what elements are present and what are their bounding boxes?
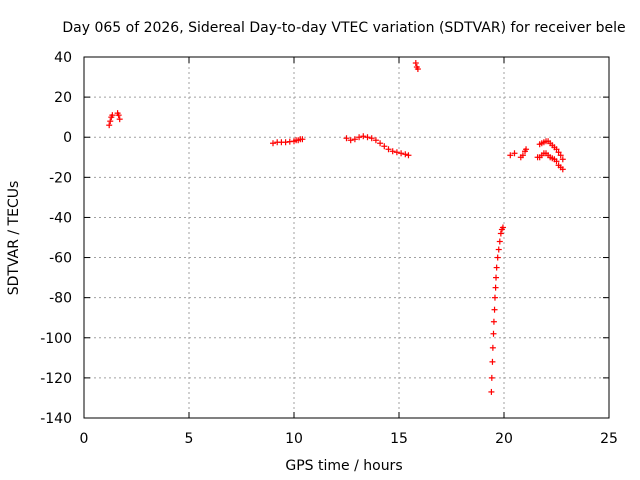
data-point <box>493 264 500 271</box>
x-axis-label: GPS time / hours <box>285 458 402 474</box>
data-point <box>282 139 289 146</box>
data-point <box>402 151 409 158</box>
data-point <box>555 149 562 156</box>
data-point <box>347 137 354 144</box>
data-point <box>343 135 350 142</box>
x-tick-label: 20 <box>495 431 513 447</box>
y-axis-ticks: 40 20 0 -20 -40 -60 -80 -100 -120 -140 <box>40 50 609 427</box>
data-point <box>523 146 530 153</box>
data-point <box>414 66 421 73</box>
data-point <box>553 146 560 153</box>
data-point <box>497 230 504 237</box>
data-point <box>116 116 123 123</box>
y-tick-label: -80 <box>49 291 72 307</box>
chart-title: Day 065 of 2026, Sidereal Day-to-day VTE… <box>62 20 625 36</box>
data-point <box>559 166 566 173</box>
data-point <box>489 358 496 365</box>
data-point <box>553 158 560 165</box>
data-point <box>490 318 497 325</box>
x-tick-label: 15 <box>390 431 408 447</box>
data-point <box>270 140 276 147</box>
data-point <box>499 224 506 231</box>
data-point <box>511 150 518 157</box>
data-point <box>489 344 496 351</box>
data-point <box>491 294 498 301</box>
x-tick-label: 25 <box>600 431 618 447</box>
x-tick-label: 10 <box>285 431 303 447</box>
y-tick-label: -140 <box>40 411 72 427</box>
data-point <box>381 143 388 150</box>
data-point <box>495 246 502 253</box>
x-tick-label: 0 <box>80 431 89 447</box>
y-tick-label: 0 <box>63 130 72 146</box>
data-point <box>299 136 306 143</box>
data-point <box>488 388 495 395</box>
data-point <box>519 152 526 159</box>
data-point <box>372 137 379 144</box>
data-points <box>106 60 566 395</box>
data-point <box>490 330 497 337</box>
data-point <box>488 374 495 381</box>
data-point <box>405 152 412 159</box>
y-tick-label: -40 <box>49 210 72 226</box>
data-point <box>109 112 116 119</box>
x-axis-ticks: 0 5 10 15 20 25 <box>80 57 618 447</box>
data-point <box>559 156 566 163</box>
data-point <box>496 238 503 245</box>
data-point <box>491 306 498 313</box>
data-point <box>377 140 384 147</box>
data-point <box>398 150 405 157</box>
y-tick-label: 40 <box>54 50 72 66</box>
data-point <box>507 152 514 159</box>
y-tick-label: -60 <box>49 251 72 267</box>
data-point <box>393 149 400 156</box>
y-tick-label: 20 <box>54 90 72 106</box>
plot-frame <box>83 56 610 419</box>
grid <box>84 57 609 418</box>
data-point <box>351 136 358 143</box>
y-tick-label: -20 <box>49 170 72 186</box>
data-point <box>494 254 501 261</box>
data-point <box>368 135 375 142</box>
y-axis-label: SDTVAR / TECUs <box>6 181 22 296</box>
data-point <box>115 112 122 119</box>
data-point <box>389 148 396 155</box>
y-tick-label: -120 <box>40 371 72 387</box>
x-tick-label: 5 <box>185 431 194 447</box>
data-point <box>412 60 419 67</box>
data-point <box>557 152 564 159</box>
data-point <box>385 146 392 153</box>
data-point <box>107 118 114 125</box>
y-tick-label: -100 <box>40 331 72 347</box>
data-point <box>364 134 371 141</box>
data-point <box>360 133 367 140</box>
data-point <box>492 284 499 291</box>
data-point <box>106 122 113 129</box>
data-point <box>356 134 363 141</box>
data-point <box>493 274 500 281</box>
